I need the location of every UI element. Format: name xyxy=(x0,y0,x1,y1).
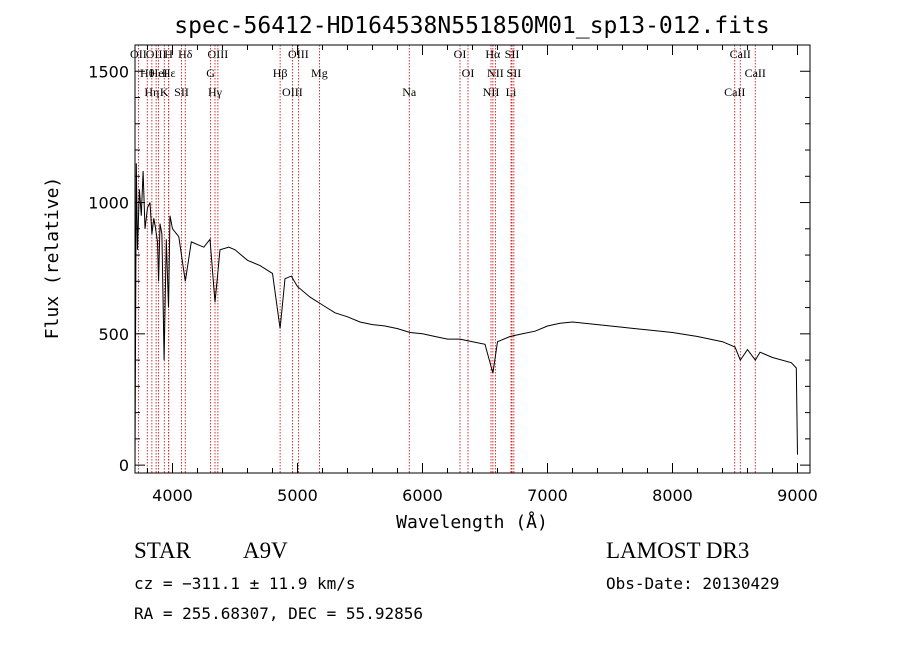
line-label: Hδ xyxy=(178,47,193,61)
line-label: OI xyxy=(462,66,475,80)
y-tick-label: 1000 xyxy=(88,194,129,213)
line-label: G xyxy=(206,66,215,80)
line-label: CaII xyxy=(730,47,751,61)
y-tick-label: 500 xyxy=(98,325,129,344)
x-tick-label: 6000 xyxy=(402,486,443,505)
y-tick-label: 0 xyxy=(119,456,129,475)
x-tick-label: 9000 xyxy=(777,486,818,505)
emission-line-labels: OIIHθHηOIIIHeIKHHεSIIHδGHγOIIIHβOIIIOIII… xyxy=(130,47,766,99)
redshift-velocity: cz = −311.1 ± 11.9 km/s xyxy=(134,574,356,593)
line-label: H xyxy=(164,47,173,61)
line-label: SII xyxy=(507,66,522,80)
line-label: Mg xyxy=(311,66,328,80)
line-label: OIII xyxy=(208,47,229,61)
line-label: OIII xyxy=(282,85,303,99)
x-tick-label: 4000 xyxy=(152,486,193,505)
line-label: Hε xyxy=(162,66,176,80)
line-label: SII xyxy=(174,85,189,99)
observation-date: Obs-Date: 20130429 xyxy=(606,574,780,593)
line-label: OIII xyxy=(288,47,309,61)
line-label: CaII xyxy=(745,66,766,80)
plot-frame xyxy=(134,44,811,474)
survey-name: LAMOST DR3 xyxy=(606,538,750,563)
line-label: Hα xyxy=(485,47,501,61)
chart-title: spec-56412-HD164538N551850M01_sp13-012.f… xyxy=(174,13,769,39)
line-label: HeI xyxy=(150,66,168,80)
line-label: CaII xyxy=(724,85,745,99)
object-subclass: A9V xyxy=(243,538,288,563)
plot-axes: 4000 5000 6000 7000 8000 9000 0 500 1000 1500 xyxy=(88,44,818,505)
line-label: Hθ xyxy=(140,66,155,80)
x-tick-label: 5000 xyxy=(277,486,318,505)
y-axis-label: Flux (relative) xyxy=(42,177,63,340)
line-label: Hγ xyxy=(208,85,223,99)
line-label: NII xyxy=(487,66,504,80)
line-label: Na xyxy=(402,85,417,99)
object-class: STAR xyxy=(134,538,191,563)
line-label: SII xyxy=(505,47,520,61)
line-label: K xyxy=(160,85,169,99)
line-label: OI xyxy=(454,47,467,61)
line-label: OII xyxy=(130,47,147,61)
spectrum-line xyxy=(134,163,798,466)
x-tick-label: 7000 xyxy=(527,486,568,505)
line-label: Hβ xyxy=(273,66,288,80)
x-tick-label: 8000 xyxy=(652,486,693,505)
emission-line-markers xyxy=(137,45,756,473)
line-label: Hη xyxy=(144,85,159,99)
sky-coordinates: RA = 255.68307, DEC = 55.92856 xyxy=(134,604,423,623)
line-label: OIII xyxy=(146,47,167,61)
y-tick-label: 1500 xyxy=(88,62,129,81)
line-label: NII xyxy=(483,85,500,99)
line-label: Li xyxy=(506,85,517,99)
x-axis-label: Wavelength (Å) xyxy=(396,511,548,533)
